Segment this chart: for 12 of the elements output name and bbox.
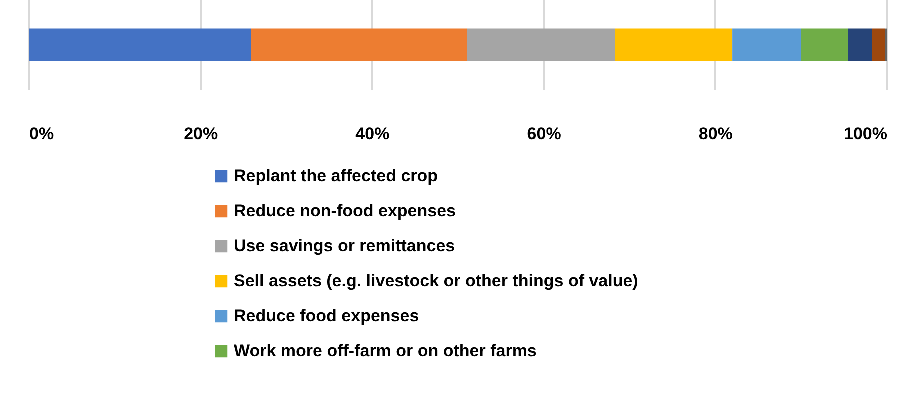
legend-label: Reduce non-food expenses <box>234 202 456 220</box>
x-tick-label: 20% <box>184 124 218 144</box>
x-tick-label: 40% <box>356 124 390 144</box>
legend-label: Use savings or remittances <box>234 236 456 256</box>
legend-label: Work more off-farm or on other farms <box>234 342 537 360</box>
x-tick-label: 60% <box>527 124 562 144</box>
legend-label: Replant the affected crop <box>234 166 438 186</box>
x-tick-label: 0% <box>30 124 54 144</box>
legend-label: Reduce food expenses <box>234 306 420 326</box>
legend-label: Sell assets (e.g. livestock or other things of value) <box>234 272 638 290</box>
x-tick-label: 100% <box>844 124 888 144</box>
x-tick-label: 80% <box>698 124 733 144</box>
